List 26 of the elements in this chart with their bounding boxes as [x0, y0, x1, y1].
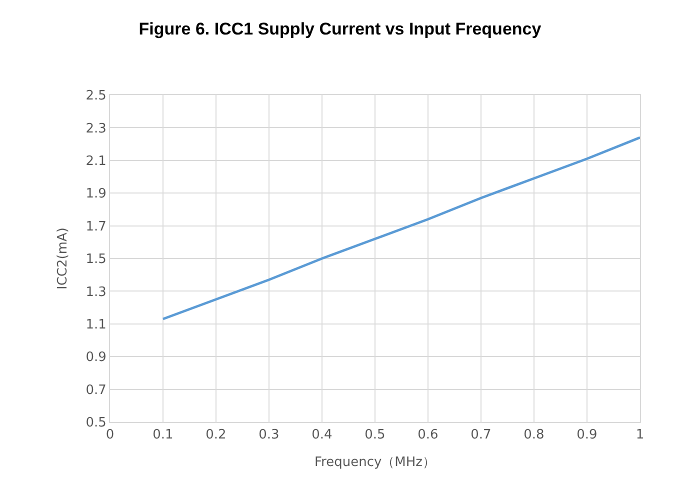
x-tick-label: 0.1 — [152, 428, 174, 443]
y-tick-label: 2.5 — [86, 88, 106, 104]
x-axis-title: Frequency（MHz） — [314, 455, 436, 470]
chart-title: Figure 6. ICC1 Supply Current vs Input Frequency — [138, 19, 542, 38]
x-tick-label: 0.8 — [524, 428, 544, 443]
x-tick-label: 0.5 — [364, 428, 386, 443]
x-tick-label: 0.2 — [206, 428, 226, 443]
y-tick-label: 0.9 — [86, 350, 106, 366]
x-tick-label: 0.9 — [576, 428, 598, 443]
y-tick-label: 1.5 — [86, 252, 106, 268]
line-series — [162, 136, 640, 320]
y-tick-label: 0.7 — [86, 382, 106, 398]
y-tick-label: 2.3 — [86, 121, 106, 136]
x-tick-label: 0 — [106, 428, 114, 443]
y-axis-title: ICC2(mA) — [56, 228, 71, 290]
x-tick-label: 0.7 — [470, 428, 492, 443]
x-tick-label: 0.6 — [418, 428, 438, 443]
y-tick-label: 1.1 — [86, 317, 106, 332]
y-tick-label: 2.1 — [86, 154, 106, 169]
x-tick-label: 1 — [636, 428, 644, 443]
y-tick-label: 1.9 — [86, 186, 106, 202]
y-tick-label: 1.3 — [86, 284, 106, 300]
x-tick-label: 0.3 — [258, 428, 280, 443]
y-tick-label: 1.7 — [86, 219, 106, 234]
x-tick-label: 0.4 — [312, 428, 332, 443]
y-tick-label: 0.5 — [86, 416, 106, 431]
